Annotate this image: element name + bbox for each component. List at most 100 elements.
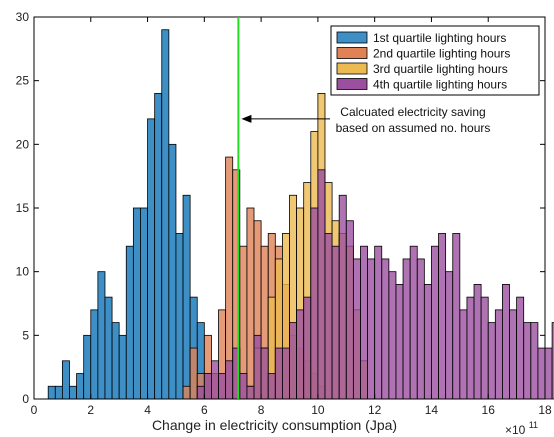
bar-series-4 — [218, 373, 227, 400]
x-tick-label: 18 — [538, 403, 552, 417]
y-tick-label: 5 — [22, 328, 29, 342]
bar-series-1 — [47, 385, 56, 400]
legend-entry-label: 4th quartile lighting hours — [373, 78, 507, 92]
y-tick-label: 15 — [16, 201, 30, 215]
bar-series-1 — [90, 309, 99, 400]
legend: 1st quartile lighting hours 2nd quartile … — [330, 25, 540, 96]
bar-series-4 — [367, 258, 376, 400]
bar-series-4 — [303, 296, 312, 400]
x-tick-label: 8 — [258, 403, 265, 417]
bar-series-4 — [374, 245, 383, 400]
bar-series-4 — [239, 373, 248, 400]
bar-series-4 — [360, 245, 368, 400]
bar-series-4 — [459, 309, 468, 400]
y-tick-label: 30 — [16, 10, 30, 24]
x-axis-exponent-power: 11 — [529, 420, 538, 430]
y-tick-label: 20 — [16, 137, 30, 151]
bar-series-4 — [395, 283, 404, 400]
bar-series-4 — [317, 169, 326, 400]
bar-series-1 — [54, 385, 63, 400]
bar-series-1 — [76, 373, 85, 400]
bar-series-4 — [352, 258, 361, 400]
x-axis-ticks: 0 2 4 6 8 10 12 14 16 18 — [31, 17, 552, 417]
bar-series-4 — [310, 207, 319, 400]
bar-series-4 — [409, 245, 418, 400]
bar-series-4 — [211, 360, 219, 400]
bar-series-1 — [118, 334, 127, 400]
bar-series-4 — [423, 283, 432, 400]
bar-series-4 — [296, 309, 305, 400]
histogram-bars — [47, 29, 554, 400]
x-tick-label: 4 — [144, 403, 151, 417]
bar-series-4 — [196, 385, 205, 400]
bar-series-1 — [140, 207, 148, 400]
annotation-line-2: based on assumed no. hours — [336, 121, 491, 135]
bar-series-4 — [246, 385, 255, 400]
bar-series-4 — [274, 347, 283, 400]
bar-series-4 — [324, 233, 333, 400]
legend-swatch — [336, 31, 368, 44]
x-tick-label: 0 — [31, 403, 38, 417]
bar-series-4 — [544, 347, 553, 400]
bar-series-1 — [104, 296, 113, 400]
x-tick-label: 6 — [201, 403, 208, 417]
bar-series-1 — [132, 207, 141, 400]
bar-series-4 — [445, 271, 454, 400]
bar-series-4 — [282, 347, 290, 400]
bar-series-4 — [494, 309, 503, 400]
bar-series-1 — [147, 118, 156, 400]
bar-series-1 — [97, 271, 106, 400]
legend-swatch — [336, 78, 368, 90]
bar-series-4 — [473, 283, 482, 400]
bar-series-4 — [480, 296, 489, 400]
x-tick-label: 14 — [425, 403, 439, 417]
bar-series-4 — [225, 360, 234, 400]
bar-series-4 — [203, 373, 212, 400]
bar-series-4 — [537, 347, 546, 400]
bar-series-4 — [289, 322, 297, 400]
bar-series-1 — [154, 93, 163, 400]
x-axis-label: Change in electricity consumption (Jpa) — [152, 417, 397, 433]
bar-series-4 — [438, 233, 447, 400]
bar-series-4 — [331, 245, 340, 400]
bar-series-4 — [530, 322, 539, 400]
y-tick-label: 0 — [22, 392, 29, 406]
bar-series-4 — [502, 283, 510, 400]
x-axis-exponent: ×10 11 — [505, 420, 538, 437]
bar-series-1 — [161, 29, 170, 400]
legend-entry-label: 1st quartile lighting hours — [373, 31, 506, 45]
legend-swatch — [336, 62, 368, 75]
bar-series-4 — [509, 309, 518, 400]
bar-series-2 — [246, 207, 255, 400]
bar-series-1 — [111, 322, 120, 400]
bar-series-4 — [381, 258, 390, 400]
bar-series-4 — [487, 322, 496, 400]
bar-series-4 — [551, 322, 554, 400]
bar-series-1 — [182, 194, 191, 400]
legend-swatch — [336, 47, 368, 59]
bar-series-4 — [452, 233, 461, 400]
y-tick-label: 25 — [16, 74, 30, 88]
x-axis-exponent-base: ×10 — [505, 423, 526, 437]
bar-series-4 — [466, 296, 475, 400]
bar-series-4 — [431, 245, 439, 400]
bar-series-4 — [416, 258, 425, 400]
bar-series-2 — [189, 347, 198, 400]
bar-series-4 — [402, 258, 411, 400]
bar-series-4 — [388, 271, 397, 400]
annotation: Calcuated electricity saving based on as… — [241, 105, 490, 135]
y-axis-ticks: 0 5 10 15 20 25 30 — [16, 10, 545, 406]
bar-series-2 — [182, 385, 191, 400]
bar-series-1 — [125, 245, 134, 400]
bar-series-1 — [61, 360, 70, 400]
x-tick-label: 16 — [482, 403, 496, 417]
annotation-line-1: Calcuated electricity saving — [340, 105, 485, 119]
bar-series-4 — [260, 347, 269, 400]
bar-series-4 — [523, 322, 532, 400]
x-tick-label: 2 — [87, 403, 94, 417]
x-tick-label: 12 — [368, 403, 382, 417]
legend-entry-label: 3rd quartile lighting hours — [373, 62, 508, 76]
legend-entry-label: 2nd quartile lighting hours — [373, 47, 510, 61]
bar-series-1 — [168, 143, 177, 400]
